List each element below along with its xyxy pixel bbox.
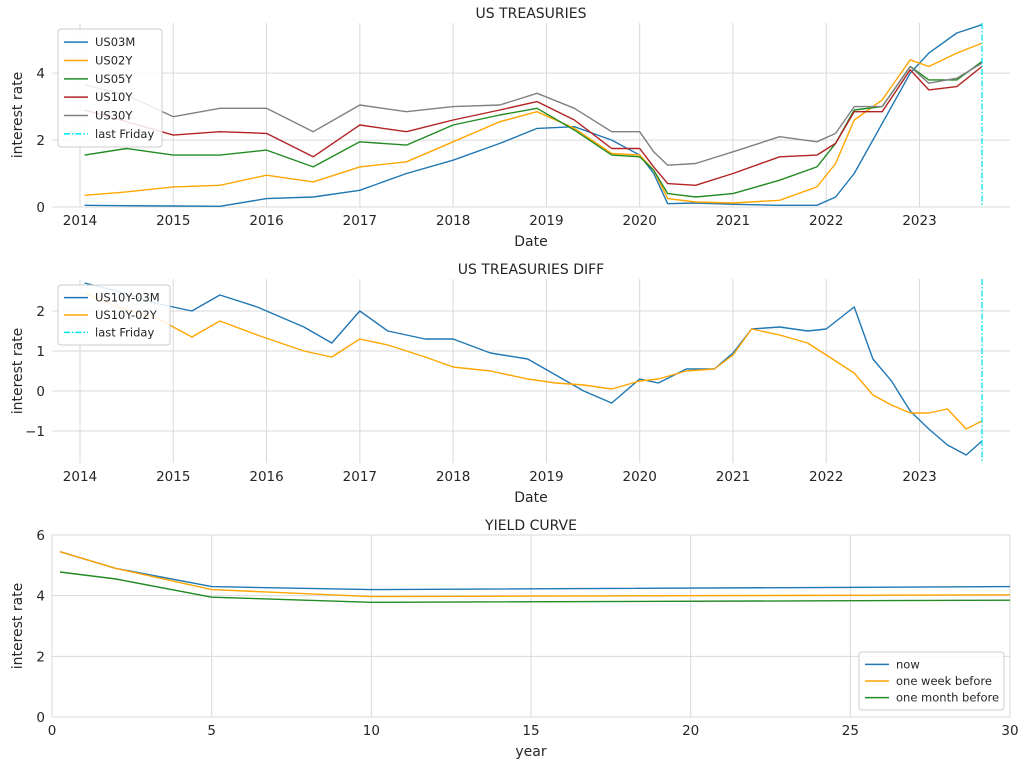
chart-title: YIELD CURVE	[484, 518, 577, 534]
chart-title: US TREASURIES DIFF	[458, 262, 604, 278]
y-axis-label: interest rate	[10, 328, 26, 415]
x-tick-label: 2020	[622, 213, 656, 229]
x-tick-label: 2019	[529, 213, 563, 229]
x-tick-label: 5	[207, 723, 216, 739]
legend-box	[858, 651, 1005, 711]
series-line-US10Y-03M	[84, 282, 983, 456]
y-tick-label: 4	[36, 589, 45, 605]
x-tick-label: 0	[48, 723, 57, 739]
x-tick-label: 2014	[63, 213, 97, 229]
x-tick-label: 2023	[902, 469, 936, 485]
x-axis-label: Date	[514, 490, 547, 506]
x-tick-label: 2022	[809, 213, 843, 229]
x-tick-label: 2018	[436, 469, 470, 485]
legend-label: US10Y-02Y	[95, 308, 158, 322]
legend-label: one month before	[896, 691, 999, 705]
x-tick-label: 2016	[249, 213, 283, 229]
x-axis-label: Date	[514, 234, 547, 250]
y-tick-label: 0	[36, 200, 45, 216]
y-tick-label: 1	[36, 344, 45, 360]
y-tick-label: 6	[36, 528, 45, 544]
x-tick-label: 2017	[343, 469, 377, 485]
legend-label: US10Y-03M	[95, 291, 160, 305]
series-line-one week before	[59, 551, 1010, 598]
legend-label: US03M	[95, 35, 135, 49]
y-tick-label: 2	[36, 304, 45, 320]
legend-label: US05Y	[95, 72, 133, 86]
chart-2: 2014 2015 2016 2017 2018 2019 2020 2021 2022 2023…	[10, 262, 1010, 506]
legend: US03M US02Y US05Y US10Y US30Y last Friday	[57, 28, 163, 148]
x-tick-label: 2016	[249, 469, 283, 485]
plot-area	[84, 279, 983, 463]
gridlines	[52, 23, 1010, 208]
x-tick-label: 10	[363, 723, 380, 739]
series-line-US10Y-02Y	[84, 292, 983, 430]
legend-box	[57, 28, 163, 148]
series-line-US10Y	[84, 65, 983, 187]
x-tick-label: 2015	[156, 469, 190, 485]
y-tick-label: −1	[25, 424, 45, 440]
x-tick-label: 20	[682, 723, 699, 739]
chart-title: US TREASURIES	[475, 6, 586, 22]
y-tick-label: 2	[36, 133, 45, 149]
x-tick-label: 2022	[809, 469, 843, 485]
x-tick-label: 2017	[343, 213, 377, 229]
x-tick-label: 30	[1001, 723, 1018, 739]
x-tick-label: 2021	[716, 213, 750, 229]
series-line-one month before	[59, 571, 1010, 603]
legend: now one week before one month before	[858, 651, 1005, 711]
chart-1: 2014 2015 2016 2017 2018 2019 2020 2021 2022 2023…	[10, 6, 1010, 250]
y-axis-label: interest rate	[10, 583, 26, 670]
x-tick-label: 2015	[156, 213, 190, 229]
chart-3: 0 5 10 15 20 25 30 0 2 4 6 YIELD CURVE year interest …	[10, 518, 1019, 760]
x-tick-label: 2021	[716, 469, 750, 485]
x-tick-label: 25	[842, 723, 859, 739]
y-axis-label: interest rate	[10, 72, 26, 159]
y-tick-label: 2	[36, 649, 45, 665]
legend-label: last Friday	[95, 325, 154, 339]
legend-label: US30Y	[95, 109, 133, 123]
plot-area	[59, 551, 1010, 603]
x-tick-label: 2023	[902, 213, 936, 229]
legend-label: US02Y	[95, 54, 133, 68]
y-tick-label: 4	[36, 66, 45, 82]
legend-label: one week before	[896, 674, 992, 688]
x-tick-label: 15	[522, 723, 539, 739]
legend: US10Y-03M US10Y-02Y last Friday	[57, 284, 171, 346]
x-tick-label: 2018	[436, 213, 470, 229]
series-line-now	[59, 551, 1010, 591]
legend-label: last Friday	[95, 127, 154, 141]
x-tick-label: 2020	[622, 469, 656, 485]
plot-area	[84, 23, 983, 207]
x-axis-label: year	[515, 744, 546, 760]
y-tick-label: 0	[36, 710, 45, 726]
x-tick-label: 2019	[529, 469, 563, 485]
series-line-US30Y	[84, 62, 983, 166]
legend-label: now	[896, 657, 920, 671]
series-line-US05Y	[84, 60, 983, 198]
y-tick-label: 0	[36, 384, 45, 400]
legend-box	[57, 284, 171, 346]
gridlines	[52, 279, 1010, 463]
legend-label: US10Y	[95, 90, 133, 104]
x-tick-label: 2014	[63, 469, 97, 485]
